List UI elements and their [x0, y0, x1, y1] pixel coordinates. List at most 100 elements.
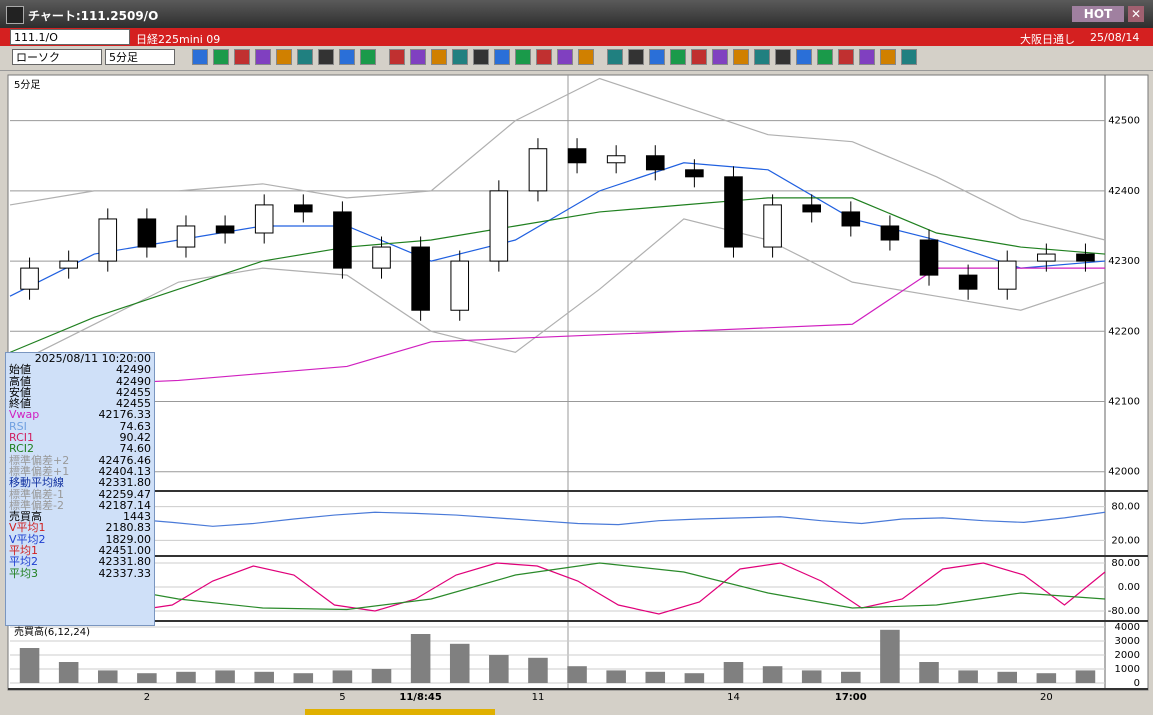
y-tick-label: 42500 — [1108, 116, 1140, 127]
indicator-line — [9, 562, 1106, 615]
y-tick-label: 20.00 — [1111, 535, 1140, 546]
x-tick-label: 2 — [144, 692, 150, 703]
volume-bar — [723, 662, 744, 684]
scroll-thumb[interactable] — [305, 709, 495, 715]
toolbar-button[interactable] — [389, 49, 405, 65]
candle-body — [294, 204, 313, 213]
info-row: 高値 42490 — [6, 375, 154, 387]
info-value: 42331.80 — [98, 555, 152, 569]
info-value: 1829.00 — [105, 532, 152, 546]
volume-bar — [293, 673, 314, 684]
toolbar-button[interactable] — [691, 49, 707, 65]
toolbar-button[interactable] — [318, 49, 334, 65]
indicator-line — [9, 267, 1105, 389]
info-row: RCI2 74.60 — [6, 442, 154, 456]
header-bar: 111.1/O 日経225mini 09 大阪日通し 25/08/14 — [0, 28, 1153, 46]
toolbar-button[interactable] — [901, 49, 917, 65]
toolbar: ローソク 5分足 — [0, 46, 1153, 71]
toolbar-button[interactable] — [557, 49, 573, 65]
info-row: 標準偏差-2 42187.14 — [6, 500, 154, 512]
toolbar-button[interactable] — [452, 49, 468, 65]
info-row: 平均2 42331.80 — [6, 555, 154, 569]
info-box: 2025/08/11 10:20:00 始値 42490 高値 42490 安値 42455… — [5, 352, 155, 626]
x-tick-label: 20 — [1040, 692, 1053, 703]
toolbar-button[interactable] — [754, 49, 770, 65]
candle-body — [450, 260, 470, 311]
volume-bar — [762, 666, 783, 684]
toolbar-button[interactable] — [817, 49, 833, 65]
toolbar-button[interactable] — [431, 49, 447, 65]
info-value: 42337.33 — [98, 566, 152, 580]
toolbar-button[interactable] — [192, 49, 208, 65]
candle-body — [137, 218, 157, 248]
app-icon — [6, 6, 24, 24]
info-value: 42259.47 — [98, 487, 152, 501]
x-tick-label: 11/8:45 — [399, 692, 441, 703]
x-tick-label: 11 — [532, 692, 545, 703]
toolbar-button[interactable] — [213, 49, 229, 65]
toolbar-button[interactable] — [234, 49, 250, 65]
toolbar-button[interactable] — [473, 49, 489, 65]
date: 25/08/14 — [1090, 31, 1140, 44]
y-tick-label: 4000 — [1115, 622, 1140, 633]
toolbar-button[interactable] — [649, 49, 665, 65]
toolbar-button[interactable] — [712, 49, 728, 65]
candle-body — [997, 260, 1017, 290]
toolbar-button[interactable] — [297, 49, 313, 65]
volume-bar — [606, 670, 626, 684]
toolbar-button[interactable] — [880, 49, 896, 65]
candle-body — [685, 169, 704, 178]
y-tick-label: 0 — [1134, 678, 1140, 689]
volume-bar — [176, 671, 196, 684]
hot-button[interactable]: HOT — [1072, 6, 1124, 22]
info-row: V平均2 1829.00 — [6, 532, 154, 546]
toolbar-button[interactable] — [796, 49, 812, 65]
chart-area: 42000 42100 42200 42300 42400 42500 2 5 11/8:45 1… — [7, 74, 1149, 715]
chart-type-select[interactable]: ローソク — [12, 49, 102, 65]
toolbar-button[interactable] — [255, 49, 271, 65]
panel-title: 売買高(6,12,24) — [14, 625, 90, 638]
toolbar-button[interactable] — [628, 49, 644, 65]
toolbar-button[interactable] — [515, 49, 531, 65]
y-tick-label: 2000 — [1115, 650, 1140, 661]
chart-frame — [7, 74, 1149, 691]
toolbar-button[interactable] — [536, 49, 552, 65]
info-label: 終値 — [9, 397, 31, 411]
volume-bar — [449, 643, 470, 684]
info-label: 安値 — [9, 385, 31, 399]
toolbar-button[interactable] — [578, 49, 594, 65]
toolbar-button[interactable] — [859, 49, 875, 65]
code-select[interactable]: 111.1/O — [10, 29, 130, 45]
info-row: 始値 42490 — [6, 363, 154, 377]
interval-select[interactable]: 5分足 — [105, 49, 175, 65]
toolbar-button[interactable] — [276, 49, 292, 65]
info-label: 始値 — [9, 363, 31, 377]
toolbar-button[interactable] — [838, 49, 854, 65]
info-value: 74.60 — [119, 442, 152, 456]
toolbar-button[interactable] — [410, 49, 426, 65]
y-tick-label: 42000 — [1108, 467, 1140, 478]
toolbar-button[interactable] — [339, 49, 355, 65]
info-label: V平均2 — [9, 532, 46, 546]
y-tick-label: -80.00 — [1108, 606, 1140, 617]
toolbar-button[interactable] — [360, 49, 376, 65]
toolbar-button[interactable] — [607, 49, 623, 65]
candle-body — [645, 155, 665, 171]
volume-bar — [958, 670, 978, 684]
toolbar-button[interactable] — [775, 49, 791, 65]
close-button[interactable]: ✕ — [1128, 6, 1144, 22]
candle-body — [802, 204, 821, 213]
y-tick-label: 80.00 — [1111, 502, 1140, 513]
info-value: 42331.80 — [98, 476, 152, 490]
toolbar-button[interactable] — [670, 49, 686, 65]
volume-bar — [19, 647, 40, 684]
candle-body — [606, 155, 626, 164]
candle-body — [1037, 253, 1056, 262]
info-timestamp: 2025/08/11 10:20:00 — [34, 352, 151, 365]
toolbar-button[interactable] — [733, 49, 749, 65]
toolbar-button[interactable] — [494, 49, 510, 65]
volume-bar — [410, 633, 431, 684]
volume-bar — [137, 673, 157, 684]
title-bar: チャート:111.2509/O HOT ✕ — [0, 0, 1153, 28]
